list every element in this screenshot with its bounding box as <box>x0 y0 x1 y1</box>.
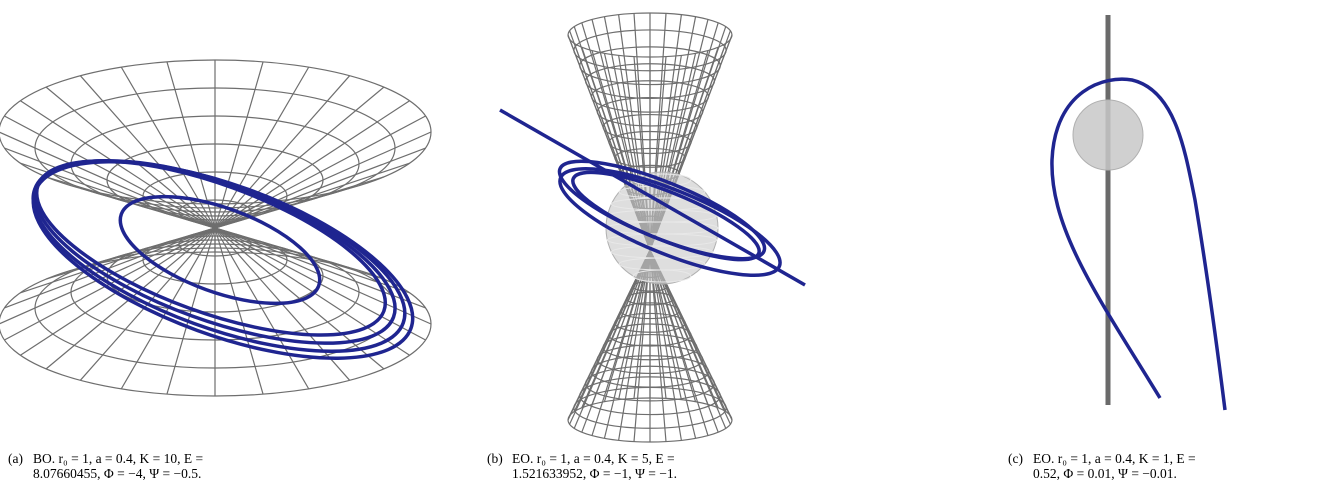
cone-ruling <box>79 75 216 229</box>
caption-line: EO. r₀ = 1, a = 0.4, K = 5, E = <box>512 451 675 466</box>
cone-ruling <box>214 131 432 229</box>
cone-ruling <box>80 227 216 269</box>
cone-ruling <box>214 75 351 229</box>
cone-ruling <box>4 115 216 229</box>
cone-ruling <box>166 227 216 255</box>
cone-ruling <box>214 227 385 370</box>
caption-label: (b) <box>487 451 503 466</box>
cone-ruling <box>4 147 216 229</box>
cone-ruling <box>214 196 309 229</box>
cone-ruling <box>166 61 216 229</box>
cone-ruling <box>214 227 432 325</box>
orbit <box>118 194 322 306</box>
cone-ruling <box>214 100 410 229</box>
cone-ruling <box>20 100 216 229</box>
cone-ruling <box>45 227 216 370</box>
cone-ruling <box>214 227 264 395</box>
panel-c <box>1050 15 1227 411</box>
cone-ruling <box>214 227 310 390</box>
panel-b <box>499 12 806 443</box>
orbit <box>31 160 415 360</box>
cone-ruling <box>45 86 216 229</box>
panel-a <box>0 59 432 397</box>
caption-line: 0.52, Φ = 0.01, Ψ = −0.01. <box>1033 466 1177 481</box>
cone-ruling <box>166 227 216 395</box>
orbit <box>558 167 782 277</box>
caption-label: (c) <box>1008 451 1023 466</box>
cone-ruling <box>214 147 426 229</box>
caption-label: (a) <box>8 451 23 466</box>
cone-ruling <box>0 131 216 229</box>
caption-line: 1.521633952, Φ = −1, Ψ = −1. <box>512 466 677 481</box>
caption-line: EO. r₀ = 1, a = 0.4, K = 1, E = <box>1033 451 1196 466</box>
cone-ruling <box>214 66 310 229</box>
cone-ruling <box>214 86 385 229</box>
orbit <box>571 170 761 262</box>
cone-ruling <box>214 227 385 280</box>
sphere <box>1072 99 1144 171</box>
caption-line: 8.07660455, Φ = −4, Ψ = −0.5. <box>33 466 201 481</box>
cone-ruling <box>214 227 264 255</box>
cone-ruling <box>4 227 216 309</box>
cone-ruling <box>603 249 651 439</box>
caption-line: BO. r₀ = 1, a = 0.4, K = 10, E = <box>33 451 203 466</box>
orbit <box>1050 77 1227 411</box>
sphere-grid <box>632 269 692 283</box>
cone-ruling <box>214 61 264 229</box>
cone-ruling <box>214 115 426 229</box>
cone-ruling <box>121 227 216 260</box>
